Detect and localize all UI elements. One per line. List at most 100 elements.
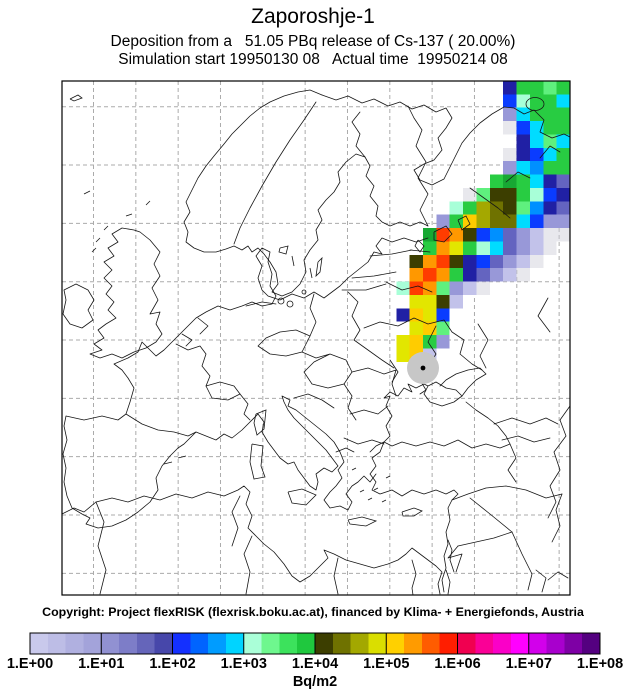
plume-cell: [409, 335, 423, 349]
legend-segment: [101, 633, 120, 654]
legend-segment: [47, 633, 67, 654]
legend-segment: [279, 633, 298, 654]
plume-cell: [476, 214, 490, 229]
legend-segment: [421, 633, 441, 654]
coast-barents-white-sea: [321, 94, 571, 186]
plume-cell: [436, 308, 450, 322]
plume-cell: [503, 94, 517, 108]
plume-cell: [449, 254, 464, 269]
source-dot: [420, 365, 426, 371]
legend-segment: [172, 633, 191, 654]
legend-segment: [457, 633, 476, 654]
coast-baltic-to-iberia: [62, 237, 429, 529]
map-frame: [61, 80, 571, 596]
plume-cell: [409, 281, 423, 295]
coast-turkey-levant: [369, 441, 459, 593]
plume-cell: [436, 335, 450, 349]
plume-cell: [503, 254, 517, 269]
plume-cell: [556, 81, 571, 95]
plume-cell: [476, 201, 490, 215]
legend-segment: [30, 633, 49, 654]
plume-cell: [489, 228, 504, 242]
plume-cell: [516, 174, 530, 188]
plume-cell: [503, 147, 517, 162]
plume-cell: [503, 81, 517, 95]
plume-cell: [436, 241, 450, 255]
legend-segment: [332, 633, 352, 654]
plume-cell: [543, 241, 557, 255]
legend-segment: [65, 633, 84, 654]
plume-cell: [449, 294, 464, 309]
plume-cell: [556, 147, 571, 162]
plume-cell: [463, 254, 477, 269]
legend-tick-label: 1.E+02: [149, 656, 196, 672]
plume-cell: [409, 294, 423, 309]
legend-segment: [546, 633, 565, 654]
plume-cell: [463, 187, 477, 202]
coast-great-britain: [89, 227, 163, 359]
plume-cell: [409, 254, 423, 269]
plume-cell: [476, 254, 490, 269]
plume-cell: [449, 228, 464, 242]
island-corsica: [253, 409, 267, 436]
plume-cell: [489, 174, 504, 188]
plume-cell: [489, 241, 504, 255]
island-cyprus: [401, 507, 423, 517]
legend-tick-label: 1.E+01: [78, 656, 125, 672]
legend-tick-label: 1.E+08: [576, 656, 624, 672]
plume-cell: [463, 214, 477, 229]
coast-italy-balkans-greece: [257, 395, 377, 511]
plume-cell: [422, 294, 437, 309]
plume-cell: [463, 228, 477, 242]
plume-cell: [529, 174, 544, 188]
plume-cell: [556, 121, 571, 135]
plume-cell: [556, 94, 571, 108]
river-nile: [411, 559, 417, 596]
plume-cell: [422, 281, 437, 295]
plume-cell: [422, 308, 437, 322]
island-kolguev: [525, 97, 545, 111]
plume-cell: [409, 268, 423, 282]
legend-segment: [439, 633, 459, 654]
plume-cell: [556, 174, 571, 188]
legend-tick-label: 1.E+04: [291, 656, 339, 672]
plume-cell: [516, 201, 530, 215]
plume-cell: [516, 268, 530, 282]
legend-segment: [297, 633, 316, 654]
coast-ireland: [62, 283, 95, 329]
legend-unit-label: Bq/m2: [292, 674, 338, 690]
plume-cell: [489, 187, 504, 202]
plume-cell: [449, 241, 464, 255]
plume-cell: [516, 147, 530, 162]
plume-cell: [436, 228, 450, 242]
plume-cell: [556, 228, 571, 242]
plume-cell: [503, 161, 517, 175]
plume-cell: [436, 294, 450, 309]
plume-cell: [556, 214, 571, 229]
plume-cell: [489, 254, 504, 269]
plume-cell: [396, 281, 410, 295]
plume-cell: [543, 107, 557, 122]
plume-cell: [503, 174, 517, 188]
plume-cell: [396, 308, 410, 322]
plume-cell: [543, 187, 557, 202]
coast-black-sea: [383, 381, 463, 443]
legend-segment: [386, 633, 405, 654]
plume-cell: [476, 281, 490, 295]
plume-cell: [529, 214, 544, 229]
legend-segment: [404, 633, 423, 654]
plume-cell: [556, 201, 571, 215]
deposition-plume-cells: [396, 81, 571, 362]
plume-cell: [396, 335, 410, 349]
legend-segment: [582, 633, 601, 654]
plume-cell: [436, 321, 450, 336]
plume-cell: [516, 241, 530, 255]
island-sicily: [287, 488, 317, 506]
legend-segment: [208, 633, 227, 654]
legend-segment: [350, 633, 369, 654]
legend-tick-label: 1.E+06: [434, 656, 481, 672]
plume-cell: [476, 228, 490, 242]
